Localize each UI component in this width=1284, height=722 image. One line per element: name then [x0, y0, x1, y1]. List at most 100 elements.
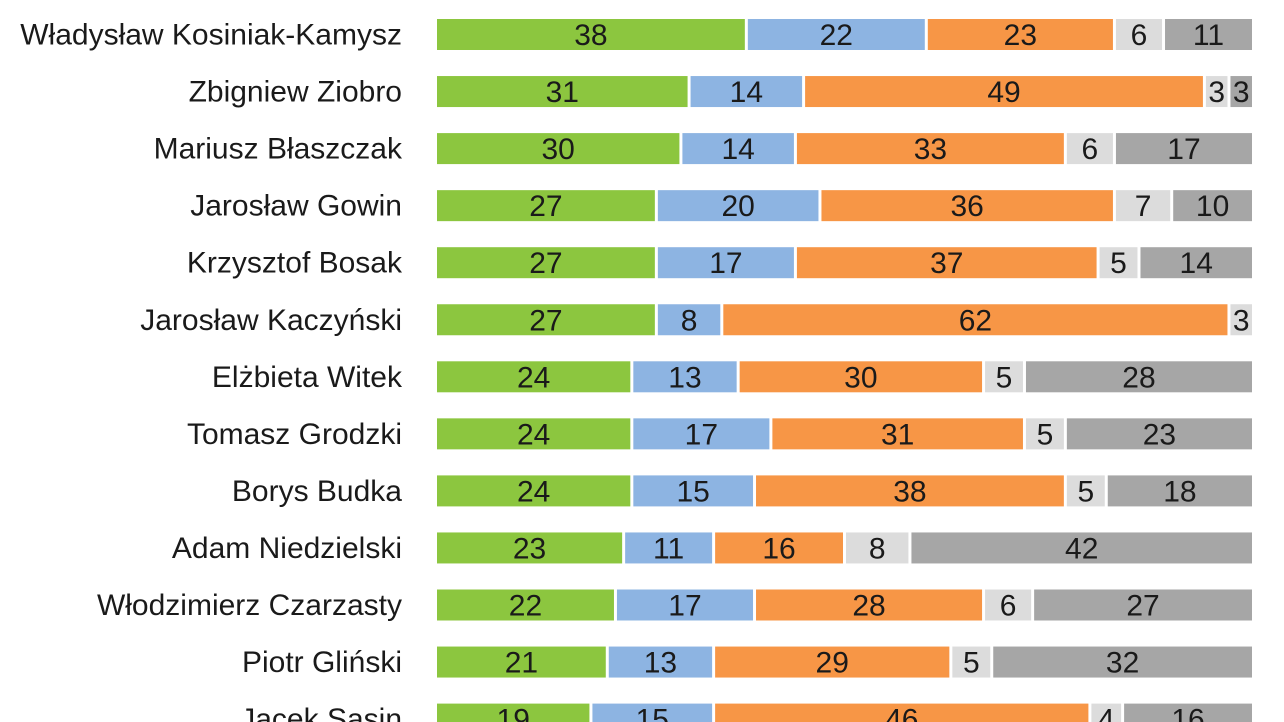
bar-segment [1230, 304, 1252, 336]
data-label: 22 [509, 590, 542, 623]
bar-segment [437, 589, 614, 621]
data-label: 3 [1208, 76, 1225, 109]
category-label: Adam Niedzielski [172, 532, 402, 565]
data-label: 24 [517, 361, 550, 394]
bar-segment [625, 532, 713, 564]
data-label: 32 [1106, 647, 1139, 680]
data-label: 28 [852, 590, 885, 623]
bar-segment [1091, 703, 1122, 722]
data-label: 27 [529, 247, 562, 280]
category-label: Włodzimierz Czarzasty [97, 589, 402, 622]
data-label: 29 [816, 647, 849, 680]
data-label: 31 [546, 76, 579, 109]
data-label: 38 [574, 19, 607, 52]
bar-segment [1115, 190, 1171, 222]
bar-segment [592, 703, 713, 722]
data-label: 22 [820, 19, 853, 52]
category-label: Krzysztof Bosak [187, 247, 403, 280]
bar-segment [633, 418, 770, 450]
data-label: 14 [1180, 247, 1213, 280]
data-label: 5 [1037, 418, 1054, 451]
bar-segment [1230, 76, 1252, 108]
data-label: 13 [644, 647, 677, 680]
data-label: 10 [1196, 190, 1229, 223]
bar-segment [805, 76, 1203, 108]
bar-segment [437, 19, 745, 50]
bar-segment [437, 76, 688, 108]
bar-segment [952, 646, 991, 678]
bar-segment [437, 361, 631, 393]
data-label: 27 [529, 190, 562, 223]
category-label: Tomasz Grodzki [187, 418, 402, 451]
data-label: 30 [542, 133, 575, 166]
bar-segment [437, 247, 655, 279]
data-label: 62 [959, 304, 992, 337]
data-label: 6 [1131, 19, 1148, 52]
bar-segment [437, 475, 631, 507]
bar-segment [1115, 19, 1163, 50]
bar-segment [739, 361, 983, 393]
bar-segment [437, 190, 655, 222]
bar-segment [437, 532, 623, 564]
data-label: 23 [1143, 418, 1176, 451]
data-label: 17 [709, 247, 742, 280]
bar-segment [437, 703, 590, 722]
data-label: 3 [1233, 76, 1250, 109]
data-label: 19 [497, 704, 530, 722]
data-label: 17 [1167, 133, 1200, 166]
category-label: Mariusz Błaszczak [154, 133, 403, 166]
data-label: 13 [668, 361, 701, 394]
category-label: Władysław Kosiniak-Kamysz [20, 19, 402, 52]
bar-segment [1099, 247, 1138, 279]
bar-segment [1115, 133, 1252, 165]
bar-segment [437, 133, 680, 165]
data-label: 27 [529, 304, 562, 337]
data-label: 11 [653, 532, 684, 565]
bar-segment [1165, 19, 1252, 50]
data-label: 20 [721, 190, 754, 223]
data-label: 31 [881, 418, 914, 451]
category-label: Zbigniew Ziobro [189, 76, 402, 109]
data-label: 17 [668, 590, 701, 623]
data-label: 15 [676, 475, 709, 508]
bar-segment [821, 190, 1113, 222]
bar-segment [1025, 361, 1252, 393]
bar-segment [1173, 190, 1252, 222]
bar-segment [437, 304, 655, 336]
data-label: 21 [505, 647, 538, 680]
bar-segment [1066, 418, 1252, 450]
bar-segment [772, 418, 1023, 450]
data-label: 8 [681, 304, 698, 337]
bar-segment [796, 247, 1097, 279]
category-label: Borys Budka [232, 475, 402, 508]
bar-segment [985, 589, 1032, 621]
category-label: Piotr Gliński [242, 646, 402, 679]
bar-segment [715, 703, 1089, 722]
bar-segment [985, 361, 1023, 393]
bar-segment [927, 19, 1113, 50]
bar-segment [747, 19, 925, 50]
data-label: 36 [951, 190, 984, 223]
data-label: 11 [1193, 19, 1224, 52]
data-label: 37 [930, 247, 963, 280]
bar-segment [633, 361, 737, 393]
bar-segment [756, 589, 983, 621]
data-label: 33 [914, 133, 947, 166]
data-label: 4 [1098, 704, 1115, 722]
data-label: 24 [517, 418, 550, 451]
data-label: 15 [636, 704, 669, 722]
bar-segment [608, 646, 713, 678]
bar-segment [1140, 247, 1252, 279]
bar-segment [723, 304, 1228, 336]
data-label: 16 [1171, 704, 1204, 722]
bar-segment [616, 589, 754, 621]
data-label: 5 [963, 647, 980, 680]
category-label: Jacek Sasin [240, 703, 402, 722]
bar-segment [846, 532, 909, 564]
category-label: Jarosław Gowin [190, 190, 402, 223]
data-label: 23 [513, 532, 546, 565]
data-label: 17 [685, 418, 718, 451]
data-label: 38 [893, 475, 926, 508]
data-label: 46 [885, 704, 918, 722]
